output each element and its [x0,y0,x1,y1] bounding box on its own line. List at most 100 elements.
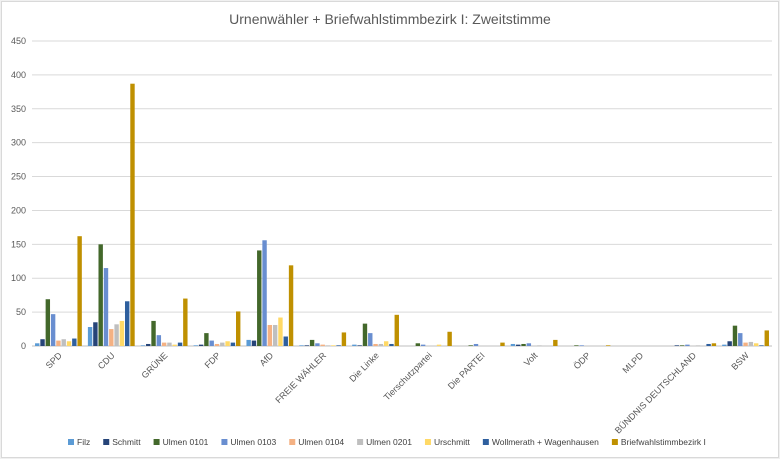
bar [267,324,273,346]
bar [743,342,748,346]
bar [759,345,764,346]
chart-title: Urnenwähler + Briefwahlstimmbezirk I: Zw… [229,11,551,27]
bar [77,236,82,346]
y-tick-label: 300 [11,138,26,148]
legend-swatch [611,439,618,445]
bar [214,343,220,346]
bar [500,342,505,346]
bar [679,345,685,346]
bar [130,83,135,346]
bar [156,335,162,346]
bar [373,343,378,346]
bar [574,345,579,346]
bar [278,317,283,346]
legend-swatch [221,439,228,445]
legend-swatch [424,439,431,445]
bar [236,311,241,346]
bar [251,340,257,346]
y-tick-label: 400 [11,70,26,80]
bar [606,345,611,346]
bar [320,344,325,346]
y-tick-label: 0 [21,341,26,351]
bar [711,343,717,346]
bar [447,331,452,346]
legend: Filz Schmitt Ulmen 0101 Ulmen 0103 Ulmen 010… [68,437,706,447]
bar [272,324,278,346]
bar [553,339,558,346]
legend-swatch [482,439,489,445]
bar [315,343,320,346]
bar [748,341,754,346]
bar [579,345,584,346]
x-tick-label: GRÜNE [139,350,169,380]
y-axis: 0 50 100 150 200 250 300 350 400 450 [11,36,26,351]
bar [357,345,362,346]
x-tick-label: Tierschutzpartei [382,350,434,402]
bar [220,342,225,346]
bar [146,343,151,346]
bar [61,339,66,346]
bar [362,323,368,346]
bar [420,344,426,346]
bar [66,341,72,346]
bar [98,244,103,346]
legend-swatch [289,439,296,445]
bar [378,343,384,346]
bar [526,343,532,346]
bar [151,320,156,346]
bar [394,314,399,346]
legend-label: Urschmitt [434,437,471,447]
bar [341,332,347,346]
bar [177,342,183,346]
legend-swatch [153,439,160,445]
bar [331,345,336,346]
x-tick-label: ÖDP [572,350,593,371]
bar [283,336,288,346]
bar [325,345,331,346]
bar [140,345,146,346]
bar [753,343,759,346]
y-tick-label: 350 [11,104,26,114]
legend-swatch [103,439,110,445]
bar [262,240,267,346]
x-tick-label: FREIE WÄHLER [273,350,328,405]
bar [685,344,690,346]
legend-swatch [357,439,364,445]
x-tick-label: Die PARTEI [446,350,487,391]
bar [40,339,45,346]
legend-label: Ulmen 0201 [366,437,412,447]
bar [336,345,341,346]
y-tick-label: 50 [16,307,26,317]
bar [225,341,230,346]
legend-label: Briefwahlstimmbezirk I [621,437,706,447]
bar [722,344,727,346]
y-tick-label: 150 [11,239,26,249]
bar [230,342,236,346]
bar [473,343,479,346]
bar [209,340,214,346]
bar [246,339,251,346]
bar [309,339,315,346]
bar [167,342,172,346]
bar [368,333,373,346]
bar [93,322,98,346]
bar [114,324,119,346]
bar [183,298,188,346]
bar [436,344,442,346]
bar [109,329,114,346]
bar [674,345,680,346]
bar [695,345,701,346]
gridlines [32,40,772,347]
bar [732,325,738,346]
bar [193,345,198,346]
bar [35,343,40,346]
bar [119,320,125,346]
bar [415,343,421,346]
bars [35,83,769,346]
x-tick-label: SPD [44,350,65,371]
bar [727,341,732,346]
bar [288,265,294,346]
bar [304,345,310,346]
